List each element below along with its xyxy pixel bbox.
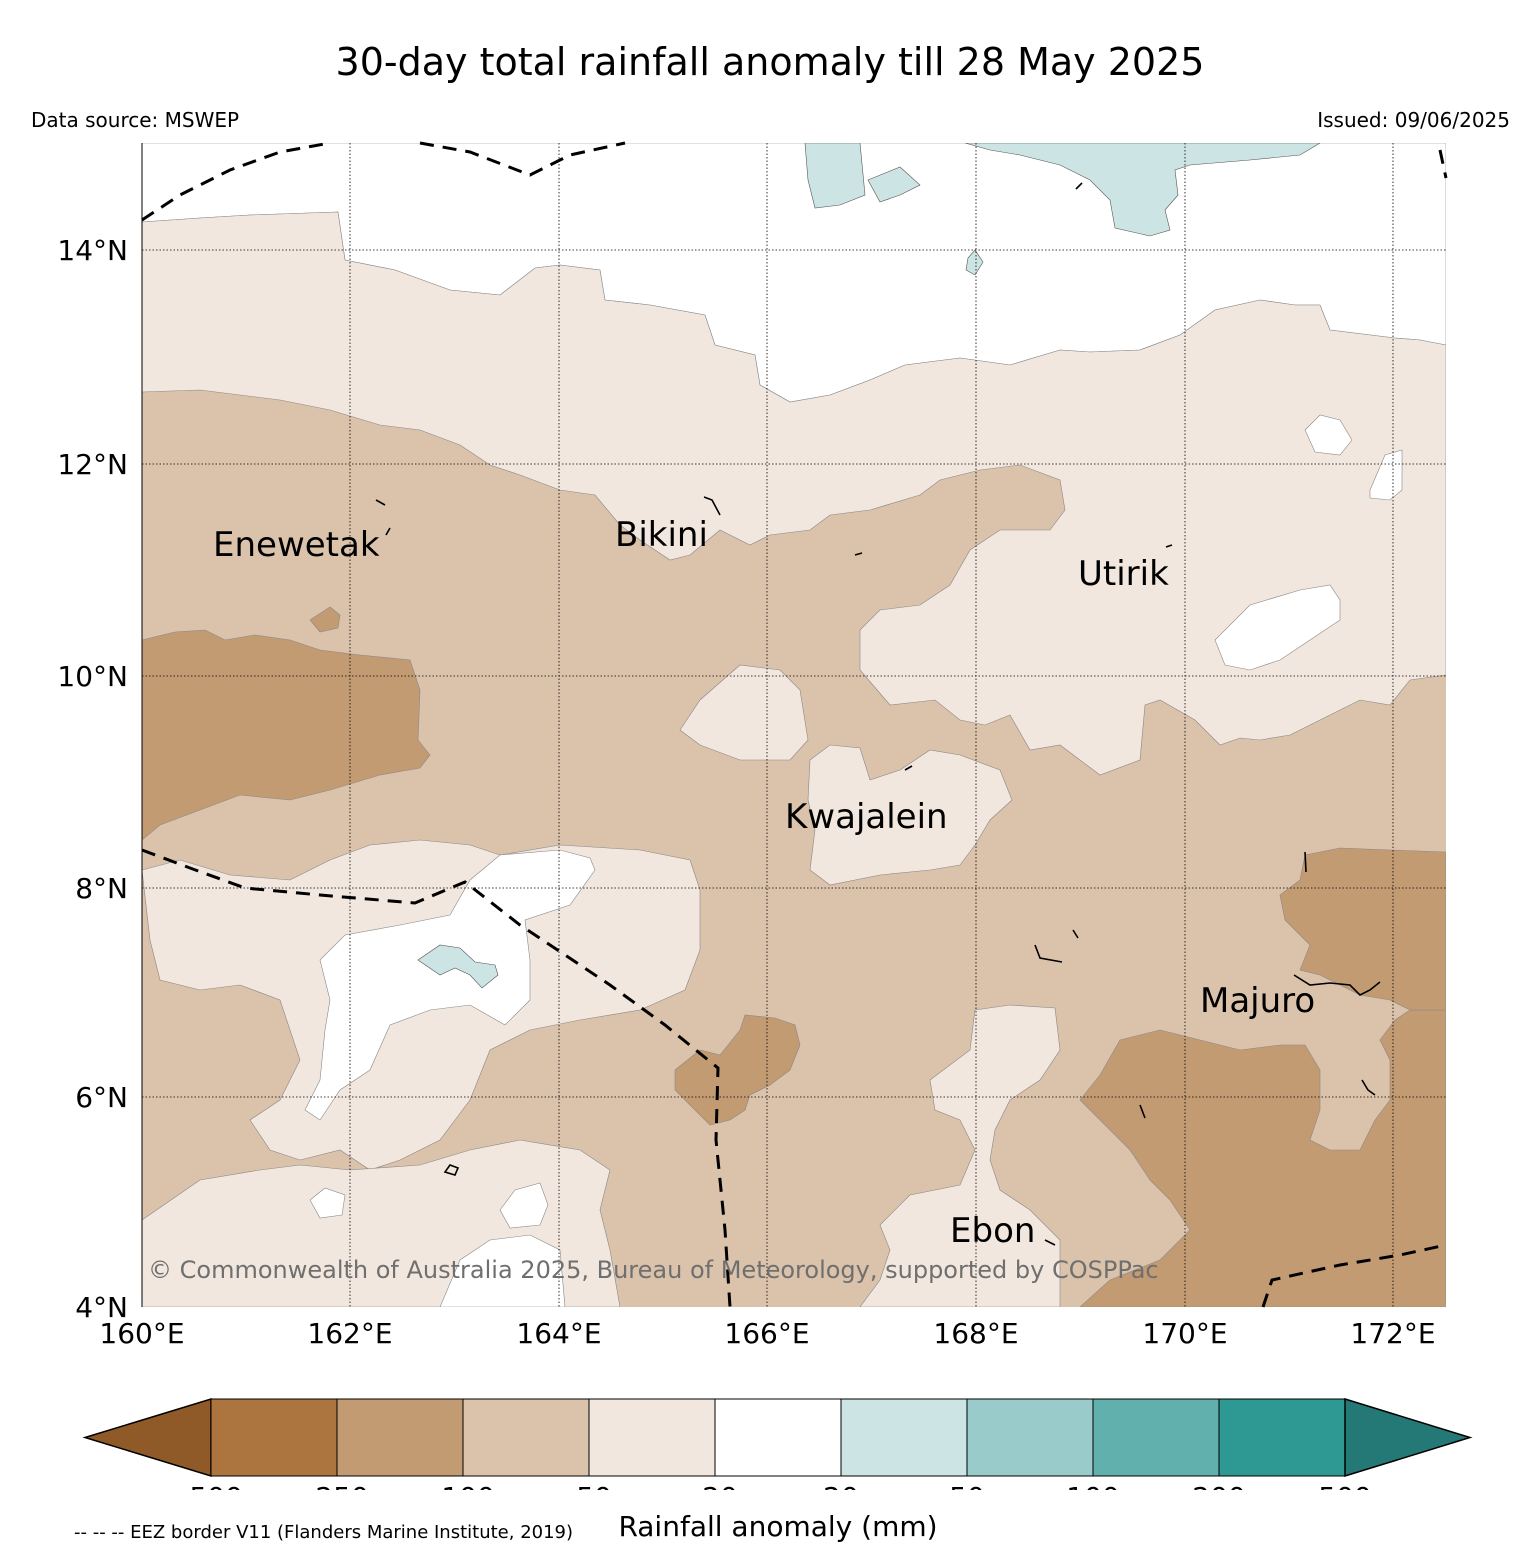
colorbar-segment xyxy=(966,1398,1094,1477)
lat-label-10: 10°N xyxy=(57,660,128,693)
place-ebon: Ebon xyxy=(950,1211,1035,1251)
field-teal-north-4 xyxy=(965,249,984,276)
field-dark-west xyxy=(142,629,431,841)
colorbar-segment xyxy=(840,1398,968,1477)
field-white-east-3 xyxy=(1369,449,1403,501)
colorbar-tick-label: 50 xyxy=(949,1481,985,1490)
field-white-east xyxy=(1214,584,1341,671)
latitude-labels: 14°N 12°N 10°N 8°N 6°N 4°N xyxy=(57,234,128,1324)
lat-label-14: 14°N xyxy=(57,234,128,267)
field-light-central xyxy=(679,664,809,761)
field-teal-north xyxy=(804,143,866,209)
colorbar-tick-label: -250 xyxy=(305,1481,369,1490)
field-light-north xyxy=(142,211,1446,776)
colorbar-tick-label: -50 xyxy=(566,1481,612,1490)
colorbar-segment xyxy=(1092,1398,1220,1477)
field-white-south xyxy=(439,1234,566,1307)
colorbar-segments xyxy=(82,1397,1473,1478)
field-dark-east xyxy=(1279,847,1446,1011)
field-white-south-small-2 xyxy=(309,1187,346,1219)
place-enewetak: Enewetak xyxy=(213,525,380,565)
map-title: 30-day total rainfall anomaly till 28 Ma… xyxy=(335,40,1205,84)
colorbar-tick-label: -20 xyxy=(692,1481,738,1490)
colorbar-tick-label: -500 xyxy=(179,1481,243,1490)
lat-label-12: 12°N xyxy=(57,448,128,481)
longitude-labels: 160°E 162°E 164°E 166°E 168°E 170°E 172°… xyxy=(99,1317,1435,1350)
colorbar-label: Rainfall anomaly (mm) xyxy=(618,1510,938,1543)
field-dark-central xyxy=(674,1014,801,1126)
field-teal-north-3 xyxy=(964,143,1321,237)
colorbar-ticks: -500 -250 -100 -50 -20 20 50 100 200 500 xyxy=(179,1481,1372,1490)
colorbar-segment xyxy=(588,1398,716,1477)
field-dark-west-small xyxy=(309,606,341,633)
colorbar-tick-label: 20 xyxy=(823,1481,859,1490)
lon-label-164: 164°E xyxy=(516,1317,601,1350)
colorbar-tick-label: 100 xyxy=(1066,1481,1119,1490)
place-labels: Enewetak Bikini Utirik Kwajalein Majuro … xyxy=(213,515,1315,1251)
field-teal-patch xyxy=(417,944,499,989)
field-teal-north-2 xyxy=(867,166,921,203)
field-white-south-small xyxy=(499,1182,549,1229)
colorbar-segment xyxy=(210,1398,338,1477)
lon-label-160: 160°E xyxy=(99,1317,184,1350)
colorbar-arrow-high xyxy=(1344,1397,1473,1478)
colorbar-segment xyxy=(462,1398,590,1477)
place-majuro: Majuro xyxy=(1200,981,1315,1021)
field-white-east-2 xyxy=(1304,414,1353,456)
lon-label-170: 170°E xyxy=(1142,1317,1227,1350)
lon-label-168: 168°E xyxy=(933,1317,1018,1350)
place-kwajalein: Kwajalein xyxy=(785,797,948,837)
colorbar: -500 -250 -100 -50 -20 20 50 100 200 500 xyxy=(82,1397,1473,1490)
colorbar-segment xyxy=(714,1398,842,1477)
grid-lines xyxy=(142,143,1446,1307)
eez-legend-note: -- -- -- EEZ border V11 (Flanders Marine… xyxy=(74,1522,574,1543)
lon-label-162: 162°E xyxy=(307,1317,392,1350)
anomaly-fields xyxy=(142,143,1446,1307)
eez-borders xyxy=(141,141,1448,1308)
place-utirik: Utirik xyxy=(1078,554,1169,594)
colorbar-arrow-low xyxy=(82,1397,212,1478)
field-light-kwajalein xyxy=(807,744,1013,886)
field-dark-southeast xyxy=(1079,1009,1446,1307)
rainfall-anomaly-map: 14°N 12°N 10°N 8°N 6°N 4°N 160°E 162°E 1… xyxy=(57,141,1448,1350)
lat-label-8: 8°N xyxy=(75,872,128,905)
field-light-ebon xyxy=(859,1004,1061,1307)
copyright-text: © Commonwealth of Australia 2025, Bureau… xyxy=(148,1256,1159,1284)
atoll-outlines xyxy=(375,182,1381,1246)
colorbar-tick-label: -100 xyxy=(431,1481,495,1490)
lat-label-6: 6°N xyxy=(75,1081,128,1114)
colorbar-tick-label: 200 xyxy=(1192,1481,1245,1490)
place-bikini: Bikini xyxy=(615,515,708,555)
data-source: Data source: MSWEP xyxy=(31,108,240,132)
lon-label-166: 166°E xyxy=(724,1317,809,1350)
lat-label-4: 4°N xyxy=(75,1291,128,1324)
colorbar-segment xyxy=(1218,1398,1346,1477)
colorbar-segment xyxy=(336,1398,464,1477)
lon-label-172: 172°E xyxy=(1350,1317,1435,1350)
issued-date: Issued: 09/06/2025 xyxy=(1317,108,1510,132)
field-white-southwest xyxy=(304,849,596,1121)
colorbar-tick-label: 500 xyxy=(1318,1481,1371,1490)
